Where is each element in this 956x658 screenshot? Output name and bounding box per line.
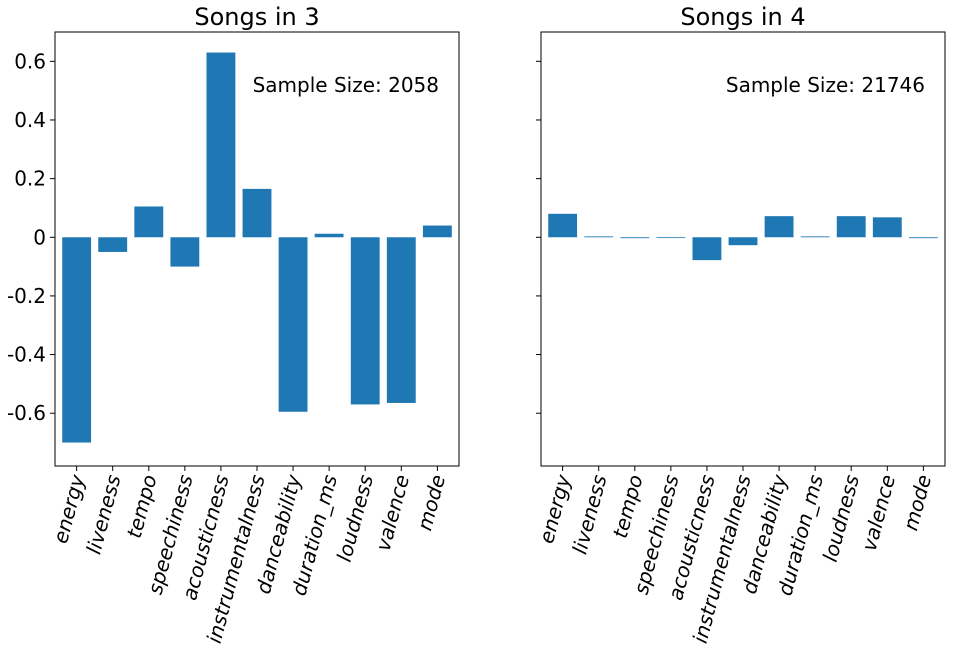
y-tick-label: -0.6 [7, 401, 46, 425]
y-tick-label: -0.4 [7, 343, 46, 367]
chart-panel-1: -0.6 -0.4 -0.2 0 0.2 0.4 0.6 energylivenesstemp… [7, 3, 460, 646]
bar-energy [62, 237, 92, 443]
axes-frame [540, 31, 946, 467]
sample-size-annotation: Sample Size: 21746 [726, 73, 925, 97]
bar-valence [872, 217, 902, 238]
bar-mode [422, 225, 452, 238]
y-tick-label: 0.6 [14, 49, 46, 73]
chart-panel-2: energylivenesstempospeechinessacousticne… [534, 3, 946, 646]
x-tick-label-liveness: liveness [567, 472, 611, 557]
x-tick-label-valence: valence [857, 472, 900, 553]
bar-speechiness [656, 237, 686, 239]
x-tick-label-mode: mode [412, 472, 450, 533]
bar-loudness [350, 237, 380, 405]
bar-duration_ms [800, 236, 830, 238]
y-tick-label: 0 [33, 225, 46, 249]
bar-liveness [584, 236, 614, 238]
bar-acousticness [206, 52, 236, 238]
bar-instrumentalness [242, 188, 272, 238]
panel-title: Songs in 4 [680, 3, 805, 31]
bar-acousticness [692, 237, 722, 261]
bar-instrumentalness [728, 237, 758, 246]
bar-tempo [620, 237, 650, 239]
panel-title: Songs in 3 [194, 3, 319, 31]
bar-duration_ms [314, 233, 344, 238]
bar-valence [386, 237, 416, 403]
bar-mode [908, 237, 938, 239]
bar-tempo [134, 206, 164, 238]
bar-liveness [98, 237, 128, 252]
y-tick-label: -0.2 [7, 284, 46, 308]
bar-loudness [836, 216, 866, 238]
x-tick-label-energy: energy [534, 471, 576, 546]
bar-danceability [278, 237, 308, 412]
bar-danceability [764, 216, 794, 238]
bar-energy [548, 213, 578, 238]
y-tick-label: 0.2 [14, 167, 46, 191]
x-tick-label-valence: valence [371, 472, 414, 553]
x-tick-label-liveness: liveness [81, 472, 125, 557]
x-tick-label-tempo: tempo [122, 472, 162, 541]
x-tick-label-tempo: tempo [608, 472, 648, 541]
x-tick-label-energy: energy [48, 471, 90, 546]
sample-size-annotation: Sample Size: 2058 [253, 73, 439, 97]
x-tick-label-mode: mode [898, 472, 936, 533]
bar-speechiness [170, 237, 200, 267]
y-tick-label: 0.4 [14, 108, 46, 132]
